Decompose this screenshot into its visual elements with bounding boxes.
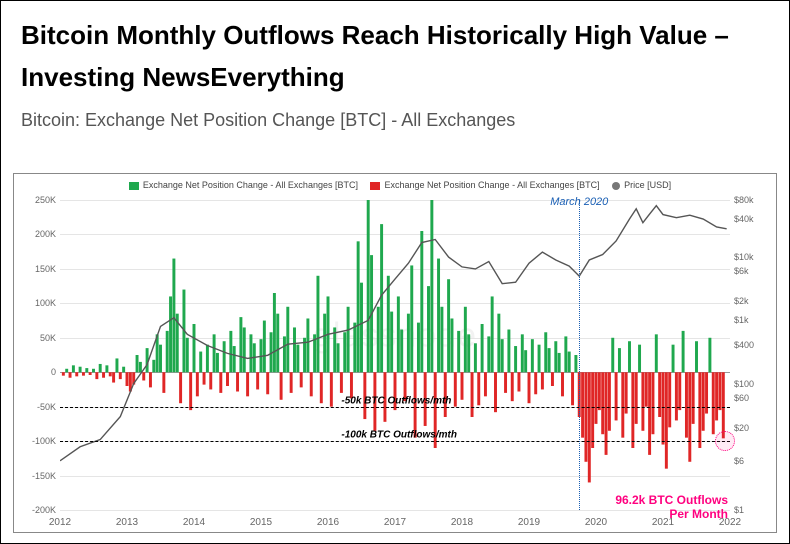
y-tick-left: 0 <box>18 367 56 377</box>
y-tick-right: $6k <box>734 266 772 276</box>
x-tick: 2014 <box>183 517 205 528</box>
legend-label-a: Exchange Net Position Change - All Excha… <box>143 180 358 190</box>
y-tick-right: $80k <box>734 195 772 205</box>
y-tick-right: $2k <box>734 296 772 306</box>
dash-line-label: -50k BTC Outflows/mth <box>341 395 451 406</box>
callout-line1: 96.2k BTC Outflows <box>615 493 728 507</box>
plot-area: glassnode -200K-150K-100K-50K050K100K150… <box>60 200 730 510</box>
y-tick-right: $400 <box>734 340 772 350</box>
outflow-callout: 96.2k BTC OutflowsPer Month <box>615 493 728 522</box>
x-tick: 2012 <box>49 517 71 528</box>
chart-container: Exchange Net Position Change - All Excha… <box>13 173 777 533</box>
x-tick: 2017 <box>384 517 406 528</box>
legend-swatch-green <box>129 182 139 190</box>
callout-circle <box>715 431 735 451</box>
page-title: Bitcoin Monthly Outflows Reach Historica… <box>1 1 789 104</box>
legend-label-c: Price [USD] <box>624 180 671 190</box>
y-tick-left: 50K <box>18 333 56 343</box>
callout-line2: Per Month <box>669 507 728 521</box>
y-tick-left: 250K <box>18 195 56 205</box>
y-tick-right: $1 <box>734 505 772 515</box>
x-tick: 2016 <box>317 517 339 528</box>
legend-swatch-price <box>612 182 620 190</box>
y-tick-right: $40k <box>734 214 772 224</box>
chart-card: Bitcoin Monthly Outflows Reach Historica… <box>0 0 790 544</box>
chart-legend: Exchange Net Position Change - All Excha… <box>14 180 776 190</box>
y-tick-left: -100K <box>18 436 56 446</box>
y-tick-left: 200K <box>18 229 56 239</box>
chart-subtitle: Bitcoin: Exchange Net Position Change [B… <box>1 104 789 139</box>
legend-swatch-red <box>370 182 380 190</box>
x-tick: 2020 <box>585 517 607 528</box>
y-tick-left: -150K <box>18 471 56 481</box>
dash-line-label: -100k BTC Outflows/mth <box>341 430 457 441</box>
march-2020-label: March 2020 <box>550 196 608 208</box>
x-tick: 2019 <box>518 517 540 528</box>
legend-label-b: Exchange Net Position Change - All Excha… <box>384 180 599 190</box>
y-tick-left: -50K <box>18 402 56 412</box>
x-tick: 2013 <box>116 517 138 528</box>
y-tick-left: 150K <box>18 264 56 274</box>
y-tick-right: $10k <box>734 252 772 262</box>
y-tick-right: $20 <box>734 423 772 433</box>
y-tick-left: -200K <box>18 505 56 515</box>
y-tick-right: $1k <box>734 315 772 325</box>
x-tick: 2018 <box>451 517 473 528</box>
y-tick-left: 100K <box>18 298 56 308</box>
y-tick-right: $100 <box>734 379 772 389</box>
x-tick: 2015 <box>250 517 272 528</box>
y-tick-right: $6 <box>734 456 772 466</box>
y-tick-right: $60 <box>734 393 772 403</box>
